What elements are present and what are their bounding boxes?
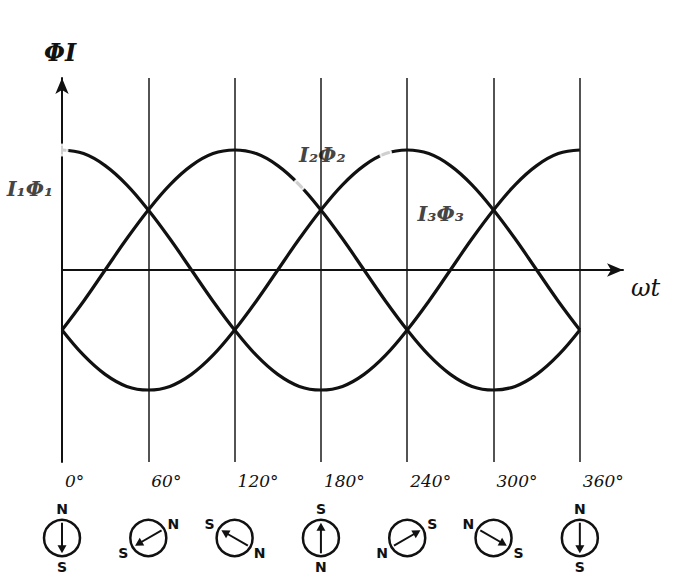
svg-text:300°: 300° xyxy=(497,471,538,491)
svg-text:N: N xyxy=(254,545,266,561)
svg-text:S: S xyxy=(514,545,524,561)
svg-text:S: S xyxy=(316,501,326,517)
svg-text:240°: 240° xyxy=(409,471,451,491)
svg-text:0°: 0° xyxy=(65,471,84,491)
svg-text:I₃Φ₃: I₃Φ₃ xyxy=(416,201,464,226)
svg-text:N: N xyxy=(56,501,68,517)
svg-text:I₁Φ₁: I₁Φ₁ xyxy=(6,176,54,201)
svg-text:360°: 360° xyxy=(583,471,624,491)
svg-text:S: S xyxy=(204,516,214,532)
svg-text:S: S xyxy=(118,545,128,561)
svg-text:180°: 180° xyxy=(324,471,365,491)
svg-text:N: N xyxy=(463,516,475,532)
svg-text:S: S xyxy=(575,559,585,575)
svg-text:I₂Φ₂: I₂Φ₂ xyxy=(298,142,346,167)
svg-text:60°: 60° xyxy=(151,471,181,491)
svg-text:N: N xyxy=(574,501,586,517)
svg-text:ωt: ωt xyxy=(631,274,661,302)
svg-text:N: N xyxy=(168,516,180,532)
svg-text:ΦI: ΦI xyxy=(44,38,77,67)
svg-text:S: S xyxy=(427,516,437,532)
svg-text:N: N xyxy=(376,545,388,561)
svg-text:N: N xyxy=(315,559,327,575)
svg-text:S: S xyxy=(57,559,67,575)
svg-text:120°: 120° xyxy=(238,471,279,491)
